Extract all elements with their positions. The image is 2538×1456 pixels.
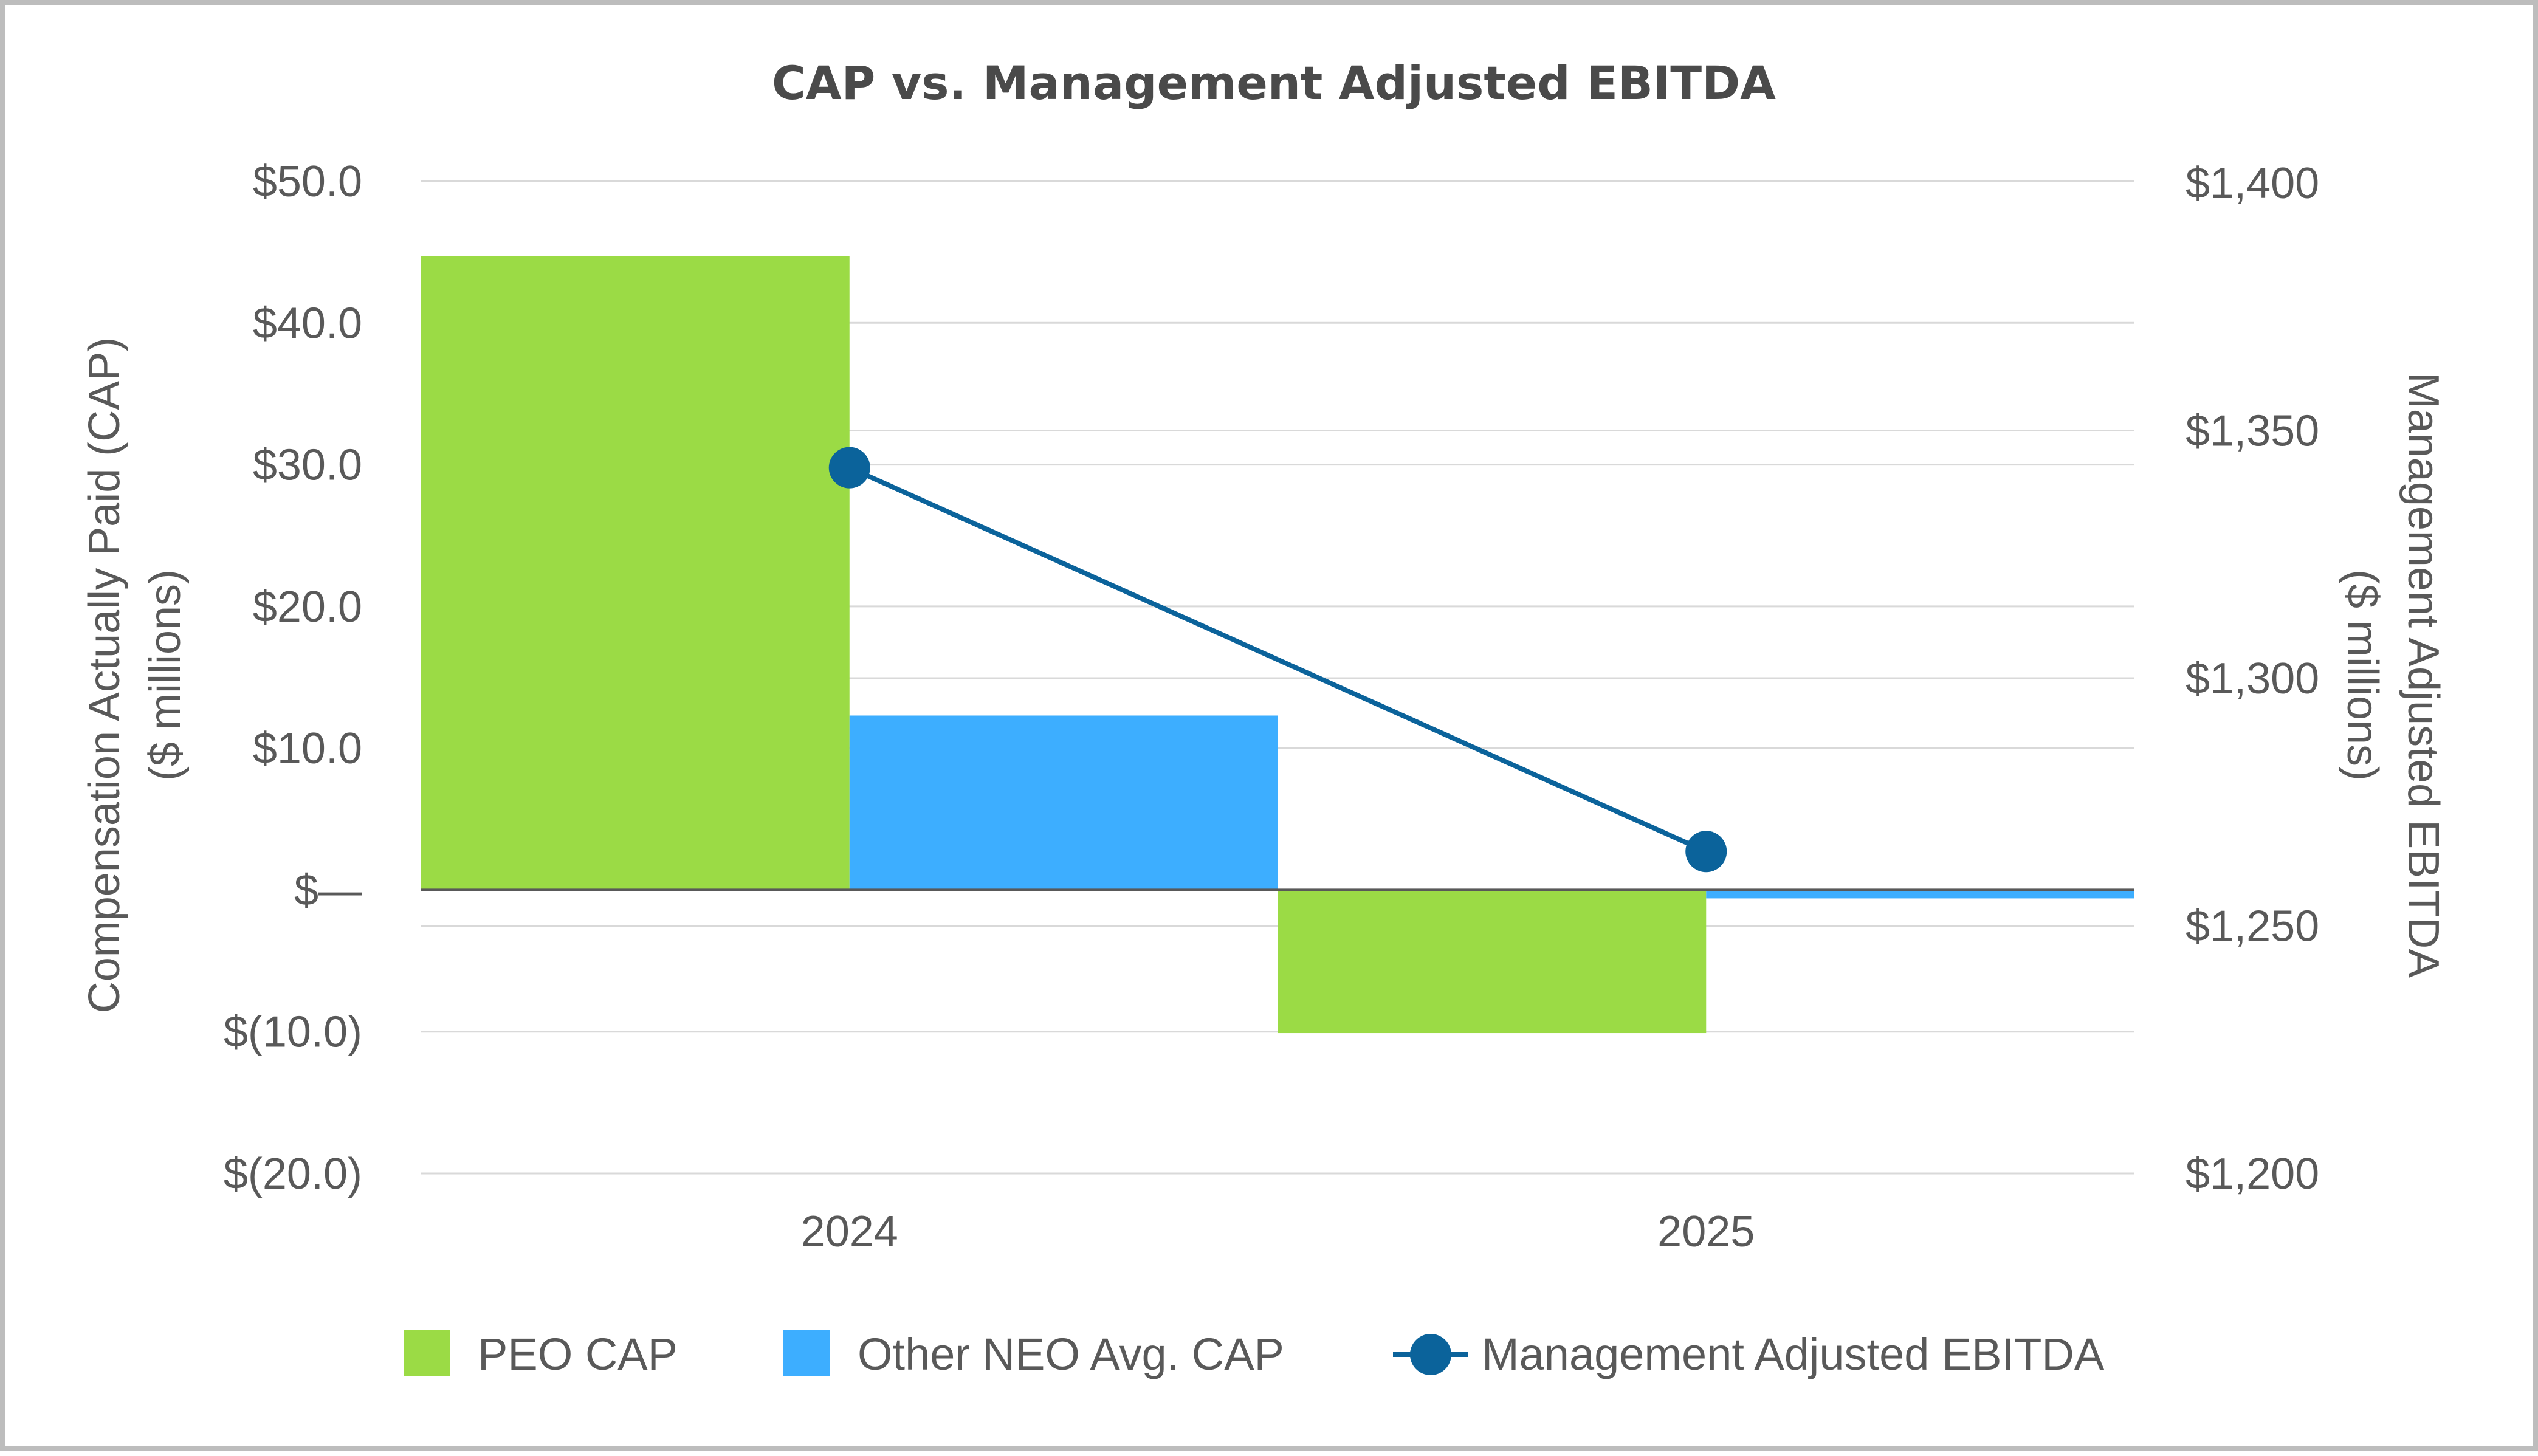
bar-other-neo-avg-cap-2025 bbox=[1706, 890, 2134, 899]
legend-swatch-other-neo-avg-cap bbox=[783, 1330, 830, 1376]
x-tick-label-2025: 2025 bbox=[1657, 1207, 1755, 1256]
point-management-adjusted-ebitda-2025 bbox=[1685, 831, 1727, 873]
bar-peo-cap-2025 bbox=[1278, 890, 1707, 1034]
left-axis-label-line-2: ($ millions) bbox=[141, 569, 190, 781]
left-axis-label: Compensation Actually Paid (CAP) ($ mill… bbox=[80, 337, 190, 1014]
bar-peo-cap-2024 bbox=[421, 256, 850, 890]
legend-marker-management-adjusted-ebitda bbox=[1410, 1334, 1451, 1375]
point-management-adjusted-ebitda-2024 bbox=[828, 447, 870, 489]
left-tick-label: $10.0 bbox=[253, 724, 362, 773]
legend-label-management-adjusted-ebitda: Management Adjusted EBITDA bbox=[1482, 1329, 2105, 1379]
bar-other-neo-avg-cap-2024 bbox=[849, 715, 1278, 890]
legend-item-management-adjusted-ebitda: Management Adjusted EBITDA bbox=[1393, 1329, 2105, 1379]
left-tick-label: $50.0 bbox=[253, 157, 362, 206]
right-tick-label: $1,350 bbox=[2186, 407, 2319, 456]
left-tick-label: $(10.0) bbox=[224, 1008, 362, 1057]
line-management-adjusted-ebitda bbox=[848, 465, 1707, 854]
left-tick-label: $40.0 bbox=[253, 299, 362, 348]
left-tick-label: $30.0 bbox=[253, 441, 362, 490]
x-axis-ticks: 2024 2025 bbox=[801, 1207, 1755, 1256]
line-layer bbox=[828, 447, 1727, 873]
legend-swatch-peo-cap bbox=[404, 1330, 450, 1376]
right-axis-label-line-1: Management Adjusted EBITDA bbox=[2399, 373, 2447, 978]
legend: PEO CAP Other NEO Avg. CAP Management Ad… bbox=[404, 1329, 2105, 1379]
bar-layer bbox=[421, 256, 2134, 1034]
right-axis-label-line-2: ($ millions) bbox=[2338, 569, 2387, 781]
right-tick-label: $1,400 bbox=[2186, 159, 2319, 208]
legend-item-peo-cap: PEO CAP bbox=[404, 1329, 678, 1379]
chart-title: CAP vs. Management Adjusted EBITDA bbox=[772, 56, 1776, 110]
legend-label-peo-cap: PEO CAP bbox=[478, 1329, 678, 1379]
x-tick-label-2024: 2024 bbox=[801, 1207, 898, 1256]
legend-label-other-neo-avg-cap: Other NEO Avg. CAP bbox=[858, 1329, 1284, 1379]
left-tick-label: $— bbox=[294, 866, 362, 915]
chart-svg: CAP vs. Management Adjusted EBITDA $50.0… bbox=[80, 56, 2447, 1379]
right-axis-label: Management Adjusted EBITDA ($ millions) bbox=[2338, 373, 2447, 978]
right-tick-label: $1,200 bbox=[2186, 1150, 2319, 1198]
left-axis-ticks: $50.0 $40.0 $30.0 $20.0 $10.0 $— $(10.0) $(20.0… bbox=[224, 157, 362, 1198]
right-axis-ticks: $1,400 $1,350 $1,300 $1,250 $1,200 bbox=[2186, 159, 2319, 1198]
legend-item-other-neo-avg-cap: Other NEO Avg. CAP bbox=[783, 1329, 1284, 1379]
right-tick-label: $1,250 bbox=[2186, 902, 2319, 951]
left-tick-label: $20.0 bbox=[253, 583, 362, 631]
left-axis-label-line-1: Compensation Actually Paid (CAP) bbox=[80, 337, 129, 1014]
left-tick-label: $(20.0) bbox=[224, 1150, 362, 1198]
right-tick-label: $1,300 bbox=[2186, 654, 2319, 703]
